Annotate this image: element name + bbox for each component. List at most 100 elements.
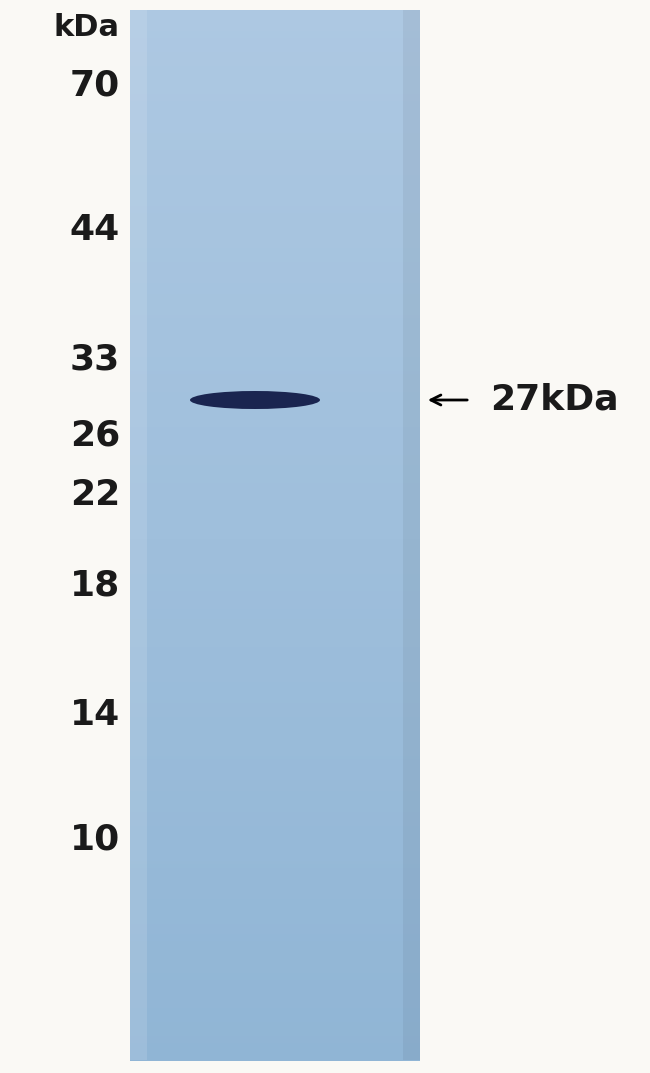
Bar: [130, 906, 420, 910]
Bar: [130, 206, 420, 210]
Bar: [130, 878, 420, 882]
Bar: [130, 67, 420, 70]
Bar: [130, 994, 420, 998]
Bar: [130, 503, 420, 508]
Bar: [130, 703, 420, 707]
Bar: [130, 122, 420, 126]
Bar: [130, 847, 420, 851]
Bar: [130, 273, 420, 277]
Bar: [130, 517, 420, 521]
Bar: [130, 356, 420, 361]
Bar: [130, 696, 420, 700]
Bar: [130, 700, 420, 704]
Text: 22: 22: [70, 477, 120, 512]
Bar: [130, 720, 420, 724]
Bar: [130, 10, 420, 14]
Bar: [130, 815, 420, 819]
Bar: [130, 143, 420, 147]
Bar: [130, 364, 420, 367]
Bar: [130, 38, 420, 42]
Bar: [130, 325, 420, 329]
Bar: [130, 791, 420, 794]
Bar: [130, 500, 420, 504]
Bar: [130, 104, 420, 108]
Bar: [130, 318, 420, 322]
Bar: [130, 132, 420, 136]
Bar: [130, 10, 148, 1060]
Bar: [130, 24, 420, 28]
Bar: [130, 52, 420, 56]
Bar: [130, 17, 420, 21]
Bar: [130, 773, 420, 777]
Bar: [130, 584, 420, 588]
Bar: [130, 511, 420, 514]
Bar: [130, 916, 420, 921]
Bar: [130, 1004, 420, 1008]
Bar: [130, 76, 420, 80]
Bar: [130, 672, 420, 676]
Bar: [130, 794, 420, 798]
Bar: [130, 962, 420, 966]
Bar: [130, 805, 420, 808]
Bar: [130, 353, 420, 357]
Bar: [130, 675, 420, 679]
Bar: [130, 577, 420, 580]
Bar: [130, 283, 420, 286]
Bar: [130, 374, 420, 378]
Bar: [130, 938, 420, 941]
Bar: [130, 279, 420, 283]
Bar: [130, 727, 420, 732]
Bar: [130, 269, 420, 273]
Bar: [130, 395, 420, 399]
Bar: [130, 616, 420, 619]
Bar: [130, 433, 420, 438]
Bar: [130, 542, 420, 546]
Bar: [130, 871, 420, 874]
Bar: [130, 56, 420, 59]
Bar: [130, 483, 420, 486]
Bar: [130, 150, 420, 155]
Bar: [130, 588, 420, 591]
Bar: [130, 556, 420, 560]
Bar: [130, 241, 420, 245]
Bar: [130, 598, 420, 602]
Bar: [130, 833, 420, 837]
Bar: [130, 1053, 420, 1057]
Bar: [130, 126, 420, 130]
Bar: [130, 118, 420, 122]
Bar: [130, 731, 420, 735]
Bar: [130, 70, 420, 73]
Bar: [130, 489, 420, 494]
Text: 14: 14: [70, 699, 120, 732]
Bar: [130, 647, 420, 651]
Bar: [130, 28, 420, 31]
Bar: [130, 626, 420, 630]
Bar: [130, 167, 420, 172]
Bar: [130, 1035, 420, 1040]
Bar: [130, 129, 420, 133]
Bar: [130, 73, 420, 77]
Bar: [130, 304, 420, 308]
Bar: [130, 955, 420, 959]
Bar: [130, 622, 420, 627]
Bar: [130, 752, 420, 756]
Bar: [402, 10, 420, 1060]
Bar: [130, 153, 420, 158]
Bar: [130, 658, 420, 661]
Bar: [130, 447, 420, 452]
Bar: [130, 392, 420, 396]
Bar: [130, 630, 420, 633]
Bar: [130, 286, 420, 291]
Bar: [130, 759, 420, 763]
Bar: [130, 983, 420, 987]
Bar: [130, 20, 420, 25]
Bar: [130, 276, 420, 280]
Bar: [130, 181, 420, 186]
Bar: [130, 336, 420, 339]
Bar: [130, 927, 420, 931]
Bar: [130, 311, 420, 315]
Bar: [130, 769, 420, 774]
Bar: [130, 308, 420, 311]
Bar: [130, 217, 420, 220]
Bar: [130, 62, 420, 67]
